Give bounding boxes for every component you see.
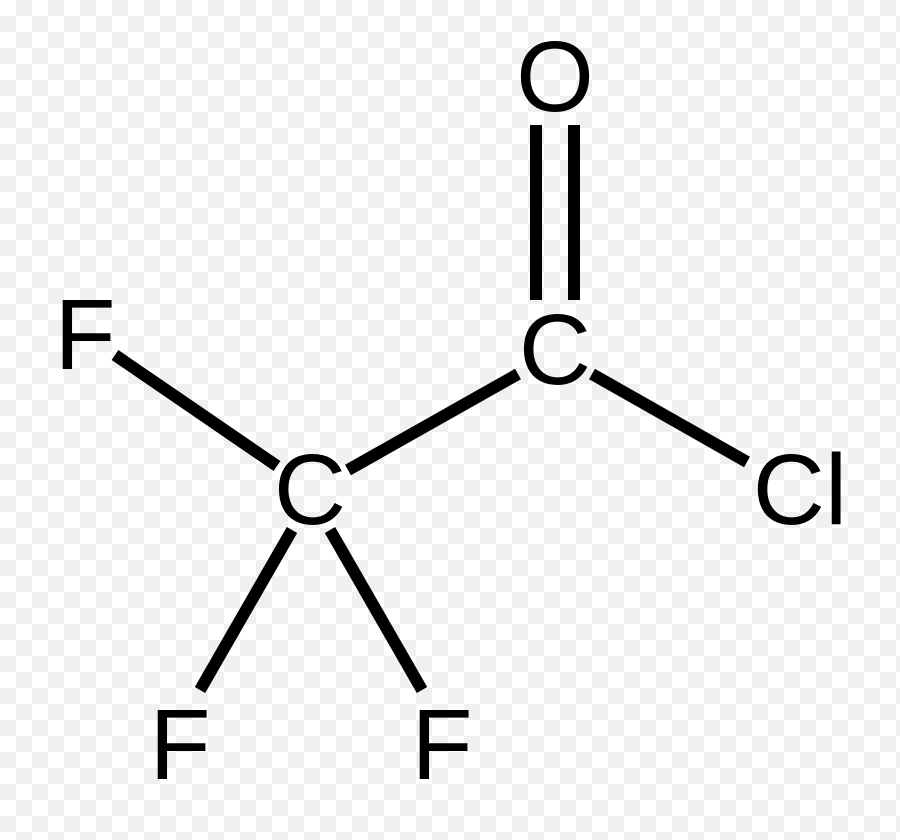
atom-f1: F [54,279,115,391]
atom-f3: F [411,689,472,801]
bond-c1-cl [592,374,747,462]
atom-c2: C [274,434,346,546]
bonds-group [115,125,747,690]
chemical-structure-diagram: O C C Cl F F F [0,0,900,840]
atom-c1: C [519,294,591,406]
bond-c2-f2 [200,530,292,690]
atom-o: O [516,21,594,133]
bond-c2-f3 [330,530,422,690]
bond-c2-f1 [115,355,277,466]
atom-f2: F [149,689,210,801]
bond-c1-c2 [348,374,518,470]
atom-cl: Cl [753,434,847,546]
